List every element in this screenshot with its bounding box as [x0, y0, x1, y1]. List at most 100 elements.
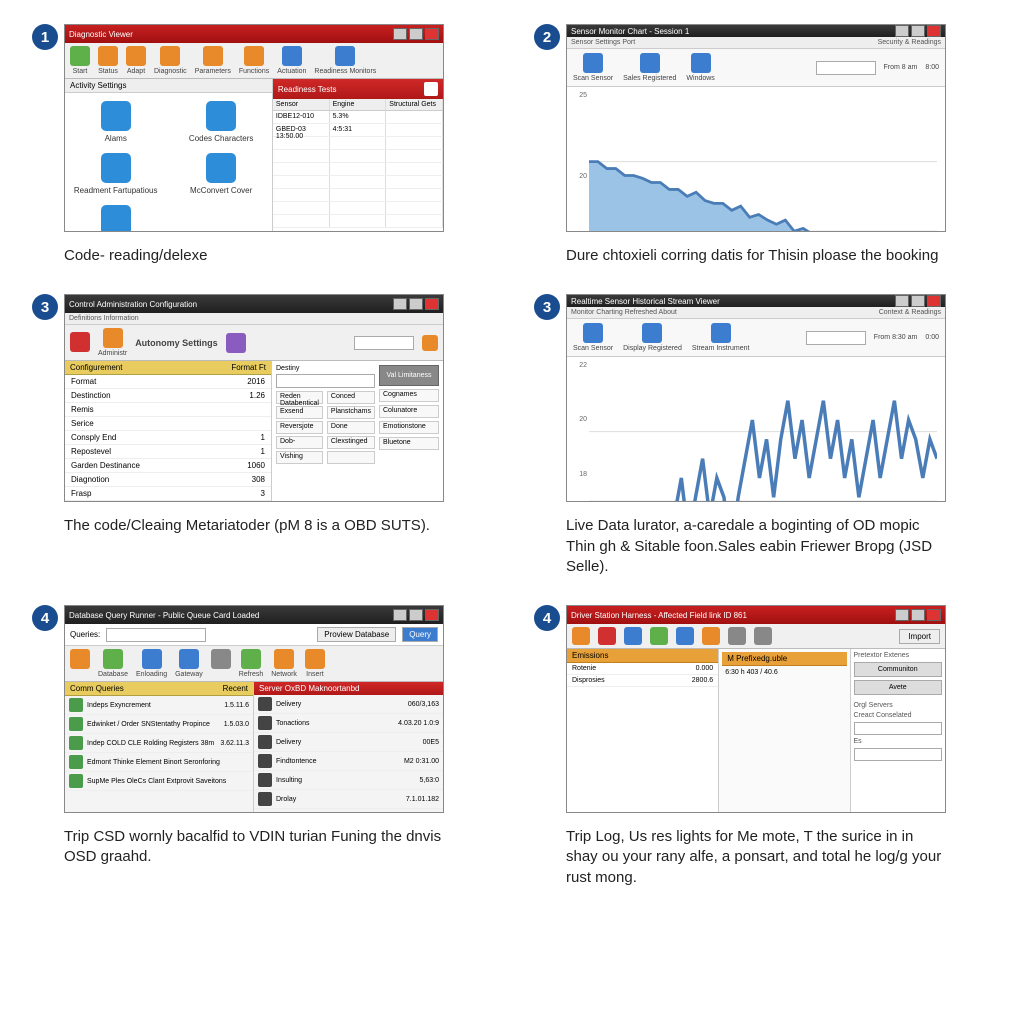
tool-icon[interactable]	[572, 627, 590, 645]
toolbar-button[interactable]: Functions	[239, 46, 269, 75]
option-cell[interactable]: Vishing	[276, 451, 323, 464]
tool-icon[interactable]	[754, 627, 772, 645]
list-row[interactable]: Edmont Thinke Element Binort Seronforing	[65, 753, 253, 772]
maximize-button[interactable]	[409, 298, 423, 310]
toolbar-button[interactable]: Adapt	[126, 46, 146, 75]
toolbar-button[interactable]: Readiness Monitors	[314, 46, 376, 75]
list-row[interactable]: Tonactions4.03.20 1.0:9	[254, 714, 443, 733]
toolbar-button[interactable]: Diagnostic	[154, 46, 187, 75]
list-row[interactable]: Frasp3	[65, 487, 271, 501]
toolbar-button[interactable]: Actuation	[277, 46, 306, 75]
close-button[interactable]	[927, 609, 941, 621]
minimize-button[interactable]	[393, 28, 407, 40]
close-button[interactable]	[425, 28, 439, 40]
minimize-button[interactable]	[895, 609, 909, 621]
toolbar-button[interactable]: Display Registered	[623, 323, 682, 352]
list-row[interactable]: FindtontenceM2 0:31.00	[254, 752, 443, 771]
list-row[interactable]: Serice	[65, 417, 271, 431]
query-dropdown[interactable]	[106, 628, 206, 642]
maximize-button[interactable]	[409, 28, 423, 40]
list-row[interactable]: Delivery00E5	[254, 733, 443, 752]
side-button[interactable]: Cognames	[379, 389, 439, 402]
preview-button[interactable]: Proview Database	[317, 627, 396, 642]
list-row[interactable]: Consply End1	[65, 431, 271, 445]
list-row[interactable]: Insulting5,63:0	[254, 771, 443, 790]
toolbar-button[interactable]: Scan Sensor	[573, 323, 613, 352]
maximize-button[interactable]	[409, 609, 423, 621]
list-row[interactable]: Format2016	[65, 375, 271, 389]
search-input[interactable]	[816, 61, 876, 75]
toolbar-button[interactable]: Sales Registered	[623, 53, 676, 82]
tab-group[interactable]: Security & Readings	[878, 39, 941, 46]
option-cell[interactable]: Dob-	[276, 436, 323, 449]
option-cell[interactable]: Reden Databentical	[276, 391, 323, 404]
minimize-button[interactable]	[895, 295, 909, 307]
list-row[interactable]: Destinction1.26	[65, 389, 271, 403]
option-cell[interactable]: Exsend	[276, 406, 323, 419]
search-input[interactable]	[354, 336, 414, 350]
minimize-button[interactable]	[393, 298, 407, 310]
tab-group[interactable]: Definitions Information	[69, 315, 139, 322]
tab-group[interactable]: Monitor Charting Refreshed About	[571, 309, 677, 316]
toolbar-button[interactable]: Autonomy Settings	[135, 338, 218, 348]
tool-icon[interactable]	[676, 627, 694, 645]
list-row[interactable]: SupMe Ples OleCs Clant Extprovit Saveito…	[65, 772, 253, 791]
list-row[interactable]: Diagnotion308	[65, 473, 271, 487]
toolbar-button[interactable]: Parameters	[195, 46, 231, 75]
option-cell[interactable]: Planstchams	[327, 406, 375, 419]
toolbar-button[interactable]: Scan Sensor	[573, 53, 613, 82]
toolbar-button[interactable]: Start	[70, 46, 90, 75]
tool-icon[interactable]	[624, 627, 642, 645]
side-button[interactable]: Bluetone	[379, 437, 439, 450]
minimize-button[interactable]	[393, 609, 407, 621]
toolbar-button[interactable]: Status	[98, 46, 118, 75]
toolbar-button[interactable]: Stream Instrument	[692, 323, 750, 352]
side-button[interactable]: Emotionstone	[379, 421, 439, 434]
toolbar-button[interactable]	[70, 332, 90, 354]
tool-icon[interactable]	[650, 627, 668, 645]
toolbar-button[interactable]: Network	[271, 649, 297, 678]
list-row[interactable]: Garden Destinance1060	[65, 459, 271, 473]
tool-icon[interactable]	[702, 627, 720, 645]
destiny-input[interactable]	[276, 374, 375, 388]
search-input[interactable]	[806, 331, 866, 345]
list-row[interactable]: Edwinket / Order SNStentathy Propince1.5…	[65, 715, 253, 734]
import-button[interactable]: Import	[899, 629, 940, 644]
module-item[interactable]: Codes Characters	[178, 101, 263, 143]
minimize-button[interactable]	[895, 25, 909, 37]
action-button[interactable]: Avete	[854, 680, 943, 695]
option-cell[interactable]	[327, 451, 375, 464]
toolbar-button[interactable]	[70, 649, 90, 678]
help-icon[interactable]	[422, 335, 438, 351]
toolbar-button[interactable]: Enloading	[136, 649, 167, 678]
maximize-button[interactable]	[911, 295, 925, 307]
text-input[interactable]	[854, 722, 943, 735]
option-cell[interactable]: Reversjote	[276, 421, 323, 434]
refresh-icon[interactable]	[424, 82, 438, 96]
toolbar-button[interactable]: Insert	[305, 649, 325, 678]
module-item[interactable]: Readment Fartupatious	[73, 153, 158, 195]
module-item[interactable]: Instrumts	[73, 205, 158, 231]
subtab[interactable]: Activity Settings	[65, 79, 272, 93]
text-input[interactable]	[854, 748, 943, 761]
tab-group[interactable]: Sensor Settings Port	[571, 39, 635, 46]
toolbar-button[interactable]	[211, 649, 231, 678]
tab-group[interactable]: Context & Readings	[879, 309, 941, 316]
list-row[interactable]: Delivery060/3,163	[254, 695, 443, 714]
side-button[interactable]: Colunatore	[379, 405, 439, 418]
toolbar-button[interactable]: Administr	[98, 328, 127, 357]
toolbar-button[interactable]	[226, 333, 246, 353]
close-button[interactable]	[927, 295, 941, 307]
primary-button[interactable]: Val Limitaness	[379, 365, 439, 386]
close-button[interactable]	[425, 298, 439, 310]
tool-icon[interactable]	[728, 627, 746, 645]
list-row[interactable]: Drolay7.1.01.182	[254, 790, 443, 809]
toolbar-button[interactable]: Windows	[686, 53, 714, 82]
toolbar-button[interactable]: Refresh	[239, 649, 264, 678]
table-row[interactable]: GBED-03 13:50.004:5:31	[273, 124, 443, 137]
tool-icon[interactable]	[598, 627, 616, 645]
list-row[interactable]: Indeps Exyncrement1.5.11.6	[65, 696, 253, 715]
toolbar-button[interactable]: Database	[98, 649, 128, 678]
option-cell[interactable]: Conced	[327, 391, 375, 404]
list-row[interactable]: Remis	[65, 403, 271, 417]
